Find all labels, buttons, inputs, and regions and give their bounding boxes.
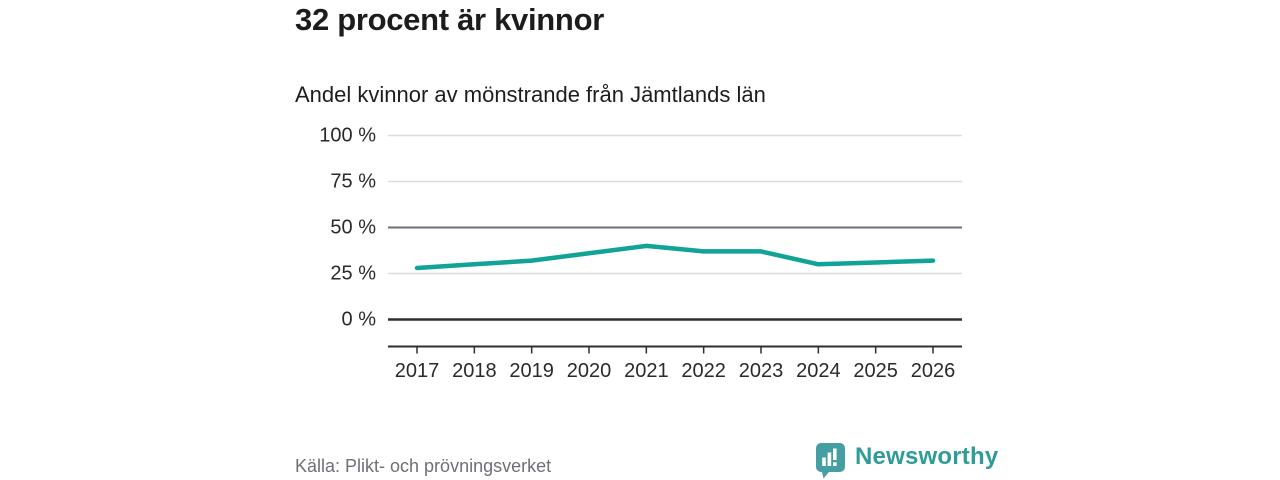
newsworthy-icon bbox=[816, 443, 845, 479]
bar-1 bbox=[822, 457, 826, 466]
x-tick-label-2019: 2019 bbox=[509, 360, 554, 382]
x-tick-label-2021: 2021 bbox=[624, 360, 669, 382]
y-tick-label-25: 25 % bbox=[330, 263, 376, 285]
x-tick-label-2017: 2017 bbox=[395, 360, 440, 382]
x-tick-label-2023: 2023 bbox=[739, 360, 784, 382]
newsworthy-wordmark: Newsworthy bbox=[855, 443, 999, 470]
x-tick-label-2022: 2022 bbox=[681, 360, 726, 382]
x-tick-label-2026: 2026 bbox=[911, 360, 956, 382]
y-tick-label-50: 50 % bbox=[330, 217, 376, 239]
x-tick-label-2020: 2020 bbox=[567, 360, 612, 382]
exclamation-dot bbox=[833, 462, 837, 466]
y-tick-label-100: 100 % bbox=[319, 125, 376, 147]
y-tick-label-75: 75 % bbox=[330, 171, 376, 193]
newsworthy-logo: Newsworthy bbox=[815, 441, 998, 479]
x-tick-label-2025: 2025 bbox=[853, 360, 898, 382]
chart-title: 32 procent är kvinnor bbox=[295, 2, 604, 37]
chart-subtitle: Andel kvinnor av mönstrande från Jämtlan… bbox=[295, 82, 766, 107]
x-tick-label-2024: 2024 bbox=[796, 360, 841, 382]
bar-2 bbox=[827, 452, 832, 466]
data-line-Andel kvinnor av mönstrande bbox=[414, 243, 936, 271]
y-tick-label-0: 0 % bbox=[342, 309, 377, 331]
exclamation-stem bbox=[833, 448, 837, 460]
x-tick-label-2018: 2018 bbox=[452, 360, 497, 382]
source-note: Källa: Plikt- och prövningsverket bbox=[295, 456, 552, 476]
